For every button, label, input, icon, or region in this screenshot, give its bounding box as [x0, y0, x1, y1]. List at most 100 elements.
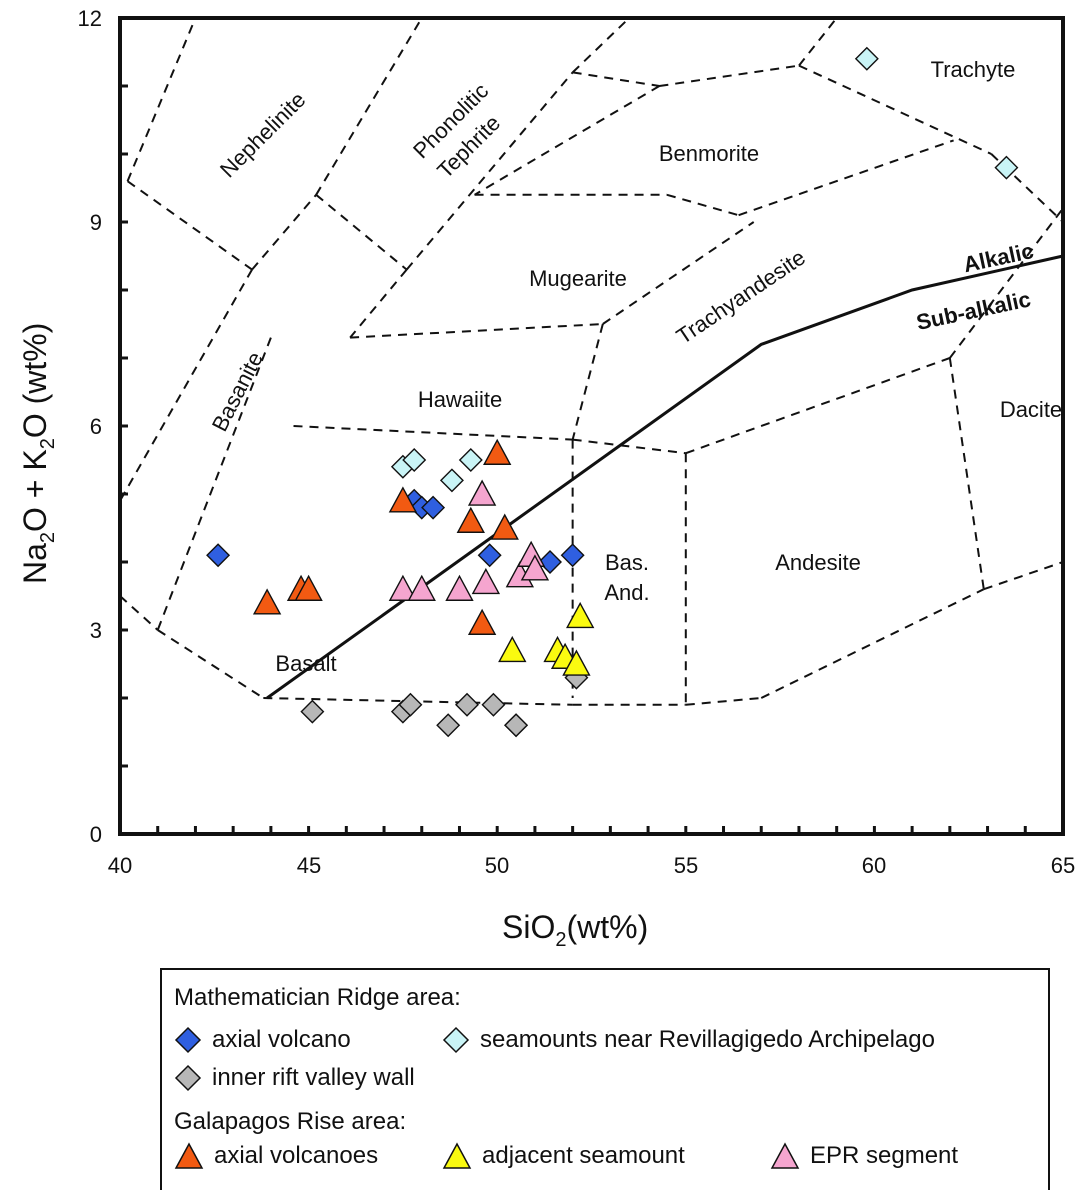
- field-label-hawaiite: Hawaiite: [418, 387, 502, 412]
- triangle-point: [483, 438, 512, 465]
- field-boundary-line: [126, 180, 253, 271]
- minor-ticks: [118, 16, 1065, 836]
- triangle-point: [490, 513, 519, 540]
- field-boundaries: [119, 17, 1064, 706]
- triangle-icon: [770, 1142, 800, 1169]
- field-boundary-line: [126, 17, 197, 182]
- legend-item: seamounts near Revillagigedo Archipelago: [442, 1026, 935, 1054]
- y-tick-label: 6: [90, 414, 102, 439]
- field-labels: Nephelinite Phonolitic Tephrite Trachyte…: [207, 57, 1062, 676]
- triangle-point: [407, 574, 436, 601]
- field-boundary-line: [602, 221, 755, 325]
- diamond-point: [402, 448, 427, 472]
- x-tick-label: 45: [297, 853, 321, 878]
- triangle-point: [471, 567, 501, 595]
- field-boundary-line: [572, 71, 660, 87]
- x-tick-label: 55: [674, 853, 698, 878]
- legend-label: inner rift valley wall: [212, 1064, 415, 1091]
- y-tick-label: 12: [78, 6, 102, 31]
- diamond-point: [300, 699, 325, 724]
- legend-label: seamounts near Revillagigedo Archipelago: [480, 1026, 935, 1053]
- triangle-point: [456, 506, 485, 533]
- field-boundary-line: [685, 697, 762, 706]
- data-points: [206, 46, 1019, 738]
- field-boundary-line: [659, 64, 800, 87]
- x-tick-label: 60: [862, 853, 886, 878]
- field-label-andesite: Andesite: [775, 550, 861, 575]
- diamond-icon: [442, 1026, 470, 1054]
- diamond-point: [481, 692, 506, 717]
- x-tick-label: 40: [108, 853, 132, 878]
- diamond-point: [436, 713, 461, 738]
- field-boundary-line: [119, 595, 159, 631]
- triangle-point: [294, 574, 323, 601]
- triangle-point: [388, 486, 418, 513]
- triangle-point: [562, 649, 591, 676]
- field-boundary-line: [156, 337, 272, 631]
- x-axis-title: SiO2(wt%): [502, 909, 648, 951]
- field-boundary-line: [798, 64, 992, 155]
- diamond-point: [994, 155, 1019, 180]
- field-boundary-line: [349, 268, 408, 339]
- x-tick-label: 50: [485, 853, 509, 878]
- field-boundary-line: [572, 438, 686, 455]
- field-label-mugearite: Mugearite: [529, 266, 627, 291]
- triangle-icon: [174, 1142, 204, 1169]
- y-tick-label: 9: [90, 210, 102, 235]
- diamond-point: [477, 543, 502, 568]
- triangle-point: [467, 608, 497, 635]
- field-boundary-line: [571, 323, 604, 440]
- legend-item: EPR segment: [770, 1142, 958, 1170]
- field-boundary-line: [738, 139, 954, 217]
- legend-item: inner rift valley wall: [174, 1064, 415, 1092]
- field-boundary-line: [685, 357, 951, 455]
- legend-item: axial volcano: [174, 1026, 351, 1054]
- field-label-basalt: Basalt: [275, 651, 336, 676]
- legend: Mathematician Ridge area: axial volcano …: [160, 968, 1050, 1190]
- diamond-point: [206, 543, 231, 568]
- field-boundary-line: [949, 207, 1064, 359]
- triangle-point: [388, 574, 418, 601]
- alkalic-divide-line: [266, 254, 1064, 700]
- y-axis-title: Na2O + K2O (wt%): [17, 323, 59, 584]
- diamond-icon: [174, 1026, 202, 1054]
- field-label-benmorite: Benmorite: [659, 141, 759, 166]
- field-boundary-line: [293, 425, 573, 441]
- field-boundary-line: [948, 357, 985, 590]
- y-tick-labels: 0 3 6 9 12: [78, 6, 102, 847]
- field-boundary-line: [983, 561, 1064, 591]
- legend-label: adjacent seamount: [482, 1142, 685, 1169]
- field-boundary-line: [251, 194, 317, 271]
- alkalic-subalkalic-divide: [266, 254, 1064, 700]
- diamond-point: [458, 448, 483, 472]
- triangle-point: [445, 574, 474, 601]
- field-boundary-line: [760, 588, 985, 699]
- field-label-bas: Bas.: [605, 550, 649, 575]
- diamond-point: [538, 550, 562, 574]
- x-tick-labels: 40 45 50 55 60 65: [108, 853, 1075, 878]
- triangle-icon: [442, 1142, 472, 1169]
- diamond-point: [560, 543, 585, 568]
- diamond-point: [854, 46, 879, 71]
- triangle-point: [520, 554, 550, 581]
- y-tick-label: 0: [90, 822, 102, 847]
- diamond-point: [421, 495, 446, 520]
- field-label-dacite: Dacite: [1000, 397, 1062, 422]
- legend-label: axial volcanoes: [214, 1142, 379, 1169]
- triangle-point: [566, 601, 595, 629]
- field-boundary-line: [350, 323, 603, 339]
- field-boundary-line: [405, 71, 574, 271]
- legend-group-title: Mathematician Ridge area:: [174, 984, 461, 1011]
- field-boundary-line: [474, 85, 660, 196]
- diamond-point: [455, 692, 480, 717]
- legend-label: axial volcano: [212, 1026, 351, 1053]
- diamond-icon: [174, 1064, 202, 1092]
- field-boundary-line: [798, 17, 838, 67]
- field-boundary-line: [666, 193, 739, 217]
- field-label-and: And.: [604, 580, 649, 605]
- field-label-nephelinite: Nephelinite: [215, 87, 311, 183]
- legend-label: EPR segment: [810, 1142, 959, 1169]
- triangle-point: [498, 635, 527, 663]
- legend-item: adjacent seamount: [442, 1142, 685, 1170]
- tas-diagram: Nephelinite Phonolitic Tephrite Trachyte…: [17, 6, 1075, 951]
